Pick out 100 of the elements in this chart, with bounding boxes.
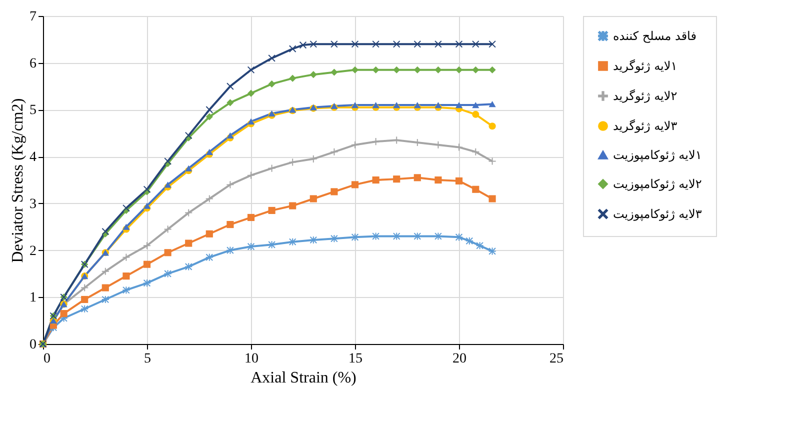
point	[247, 172, 255, 179]
point	[164, 182, 172, 188]
point	[488, 158, 496, 165]
point	[268, 206, 276, 214]
point	[143, 280, 151, 287]
point	[143, 260, 151, 268]
point	[226, 220, 234, 228]
point	[310, 236, 317, 244]
point	[164, 226, 172, 233]
point	[268, 54, 276, 62]
legend-label: ۲لایه ژئوگرید	[613, 89, 678, 103]
point	[310, 195, 317, 202]
legend-label: ۱لایه ژئوکامپوزیت	[613, 148, 702, 162]
point	[206, 148, 213, 155]
point	[434, 176, 442, 184]
y-axis-title: Deviator Stress (Kg/cm2)	[10, 98, 26, 263]
point	[310, 155, 317, 162]
point	[414, 232, 421, 240]
point	[122, 272, 130, 280]
point	[330, 188, 338, 196]
point	[472, 186, 480, 193]
point	[351, 66, 359, 74]
point	[206, 106, 213, 114]
point	[81, 284, 88, 292]
point	[102, 296, 109, 304]
point	[455, 102, 463, 108]
y-tick-label: 6	[30, 56, 36, 72]
y-tick-label: 0	[30, 338, 36, 352]
point	[289, 202, 296, 210]
y-tick-label: 1	[30, 290, 36, 306]
point	[393, 66, 400, 74]
legend-label: ۳لایه ژئوکامپوزیت	[613, 207, 702, 221]
point	[268, 241, 276, 248]
point	[455, 234, 463, 241]
point	[393, 102, 400, 108]
point	[330, 148, 338, 156]
point	[310, 40, 317, 48]
point	[185, 209, 192, 216]
point	[330, 68, 338, 76]
point	[102, 268, 109, 275]
point	[122, 286, 130, 294]
point	[414, 174, 421, 182]
x-tick-label: 25	[550, 352, 564, 366]
point	[226, 246, 234, 254]
point	[164, 158, 172, 165]
y-tick-label: 4	[30, 150, 36, 166]
point	[185, 165, 192, 172]
point	[247, 66, 255, 74]
point	[455, 66, 463, 74]
point	[393, 232, 400, 240]
point	[268, 80, 276, 88]
point	[185, 240, 192, 247]
legend-label: ۲لایه ژئوکامپوزیت	[613, 177, 702, 191]
point	[247, 214, 255, 222]
point	[372, 176, 380, 184]
point	[476, 242, 484, 250]
x-tick-label: 10	[244, 352, 258, 366]
point	[488, 248, 496, 255]
point	[372, 66, 380, 74]
point	[310, 71, 317, 78]
point	[226, 181, 234, 188]
point	[466, 237, 473, 244]
point	[351, 181, 359, 188]
point	[434, 102, 442, 108]
point	[247, 90, 255, 97]
point	[247, 118, 255, 124]
point	[488, 101, 496, 108]
y-tick-label: 3	[30, 196, 36, 212]
point	[488, 40, 496, 48]
point	[143, 202, 151, 209]
point	[455, 40, 463, 48]
point	[434, 66, 442, 74]
point	[372, 138, 380, 146]
point	[351, 40, 359, 48]
x-tick-label: 15	[348, 352, 362, 366]
point	[414, 66, 421, 74]
point	[372, 40, 380, 48]
point	[185, 132, 192, 140]
point	[164, 249, 172, 256]
point	[472, 110, 480, 118]
point	[206, 113, 213, 120]
point	[351, 102, 359, 108]
point	[434, 40, 442, 48]
point	[289, 45, 296, 52]
point	[472, 66, 480, 74]
point	[372, 232, 380, 240]
point	[164, 270, 172, 278]
x-axis-title: Axial Strain (%)	[250, 370, 356, 386]
legend-label: فاقد مسلح کننده	[613, 29, 696, 43]
legend-label: ۱لایه ژئوگرید	[613, 59, 678, 73]
point	[81, 296, 88, 304]
point	[393, 176, 400, 183]
point	[206, 195, 213, 202]
y-tick-label: 5	[30, 103, 36, 118]
point	[472, 102, 480, 108]
point	[226, 132, 234, 139]
point	[351, 234, 359, 241]
x-tick-label: 5	[144, 352, 151, 366]
point	[488, 122, 496, 130]
point	[472, 148, 480, 156]
